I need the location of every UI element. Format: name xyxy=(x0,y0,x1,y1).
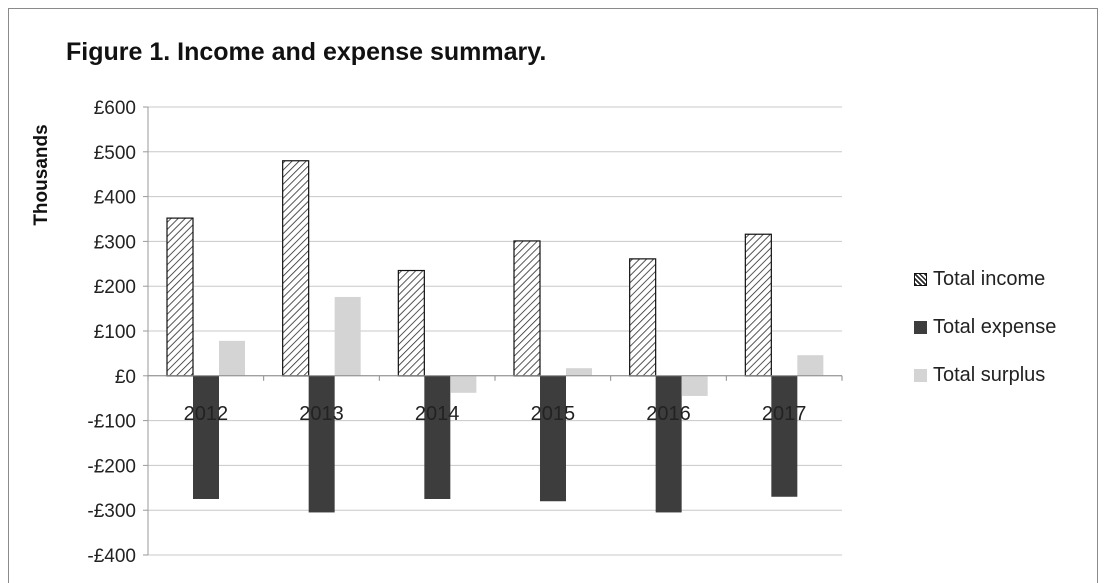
x-category-label: 2016 xyxy=(646,403,691,425)
legend-item-total-surplus: Total surplus xyxy=(914,362,1045,388)
expense-bar xyxy=(655,375,682,513)
legend-swatch xyxy=(914,368,927,382)
y-tick-label: £600 xyxy=(94,98,136,119)
x-category-label: 2013 xyxy=(299,403,344,425)
income-bar xyxy=(397,269,425,377)
y-tick-label: -£300 xyxy=(87,501,136,522)
legend-item-total-income: Total income xyxy=(914,266,1045,292)
x-category-label: 2015 xyxy=(531,403,576,425)
y-tick-label: £100 xyxy=(94,322,136,343)
x-category-label: 2017 xyxy=(762,403,807,425)
legend-label: Total expense xyxy=(933,315,1057,338)
legend-label: Total surplus xyxy=(933,363,1046,386)
surplus-bar xyxy=(566,368,592,376)
y-tick-label: -£100 xyxy=(87,412,136,433)
legend-item-total-expense: Total expense xyxy=(914,314,1056,340)
income-bar xyxy=(513,240,541,377)
y-tick-label: £500 xyxy=(94,143,136,164)
legend-swatch xyxy=(914,320,927,334)
chart-title: Figure 1. Income and expense summary. xyxy=(66,38,547,66)
y-tick-label: -£200 xyxy=(87,456,136,477)
surplus-bar xyxy=(219,340,245,376)
y-tick-label: £0 xyxy=(115,367,136,388)
y-axis-title: Thousands xyxy=(31,124,52,225)
income-bar xyxy=(629,258,657,377)
surplus-bar xyxy=(681,375,708,396)
bars xyxy=(166,160,824,513)
x-category-label: 2012 xyxy=(184,403,229,425)
income-bar xyxy=(282,160,310,377)
expense-bar xyxy=(193,375,219,499)
gridlines xyxy=(148,106,842,556)
expense-bar xyxy=(308,375,335,513)
surplus-bar xyxy=(334,296,361,376)
expense-bar xyxy=(771,375,798,497)
axes xyxy=(143,106,843,556)
expense-bar xyxy=(540,375,566,502)
surplus-bar xyxy=(450,375,477,393)
y-tick-label: £400 xyxy=(94,188,136,209)
y-tick-label: £200 xyxy=(94,277,136,298)
legend-swatch xyxy=(914,272,927,286)
axis-labels: £600 £500 £400 £300 £200 £100 £0 -£100 -£200 -£30… xyxy=(31,98,806,567)
y-tick-label: £300 xyxy=(94,232,136,253)
legend-label: Total income xyxy=(933,267,1046,290)
expense-bar xyxy=(424,375,451,499)
y-tick-label: -£400 xyxy=(87,546,136,567)
x-category-label: 2014 xyxy=(415,403,460,425)
income-bar xyxy=(166,217,194,377)
income-bar xyxy=(744,233,772,377)
surplus-bar xyxy=(797,355,824,376)
